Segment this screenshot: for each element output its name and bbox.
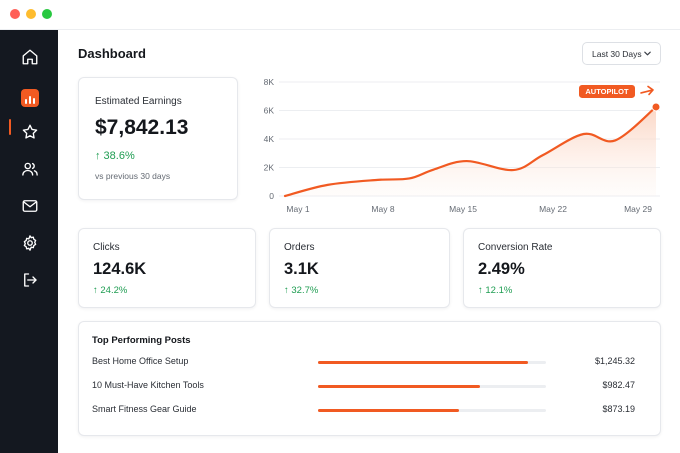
sidebar-item-earnings[interactable] — [19, 87, 41, 109]
sidebar-item-audience[interactable] — [19, 158, 41, 180]
post-row[interactable]: 10 Must-Have Kitchen Tools $982.47 — [92, 380, 652, 394]
chart-series-line — [283, 105, 658, 198]
x-tick-label: May 15 — [449, 204, 477, 214]
post-earnings: $982.47 — [602, 380, 635, 390]
star-icon — [22, 124, 38, 139]
earnings-comparison: vs previous 30 days — [95, 171, 171, 181]
post-bar-track — [318, 385, 546, 388]
x-tick-label: May 8 — [371, 204, 394, 214]
earnings-label: Estimated Earnings — [95, 96, 182, 107]
sidebar — [0, 30, 58, 453]
estimated-earnings-card: Estimated Earnings $7,842.13 ↑ 38.6% vs … — [78, 77, 238, 200]
post-name[interactable]: Best Home Office Setup — [92, 356, 189, 366]
gear-icon — [23, 235, 37, 251]
y-tick-label: 4K — [264, 134, 275, 144]
minimize-window-button[interactable] — [26, 9, 36, 19]
page-title: Dashboard — [78, 46, 146, 61]
y-tick-label: 2K — [264, 163, 275, 173]
top-posts-title: Top Performing Posts — [92, 335, 191, 346]
sidebar-item-messages[interactable] — [19, 195, 41, 217]
trend-arrow-icon — [640, 85, 654, 96]
dashboard-main: Dashboard Last 30 Days Estimated Earning… — [58, 30, 680, 453]
post-bar-track — [318, 361, 546, 364]
post-row[interactable]: Smart Fitness Gear Guide $873.19 — [92, 404, 652, 418]
chevron-down-icon — [644, 51, 651, 56]
post-bar-fill — [318, 409, 460, 412]
earnings-value: $7,842.13 — [95, 116, 189, 139]
sidebar-active-indicator — [9, 119, 11, 135]
zoom-window-button[interactable] — [42, 9, 52, 19]
orders-card: Orders 3.1K ↑ 32.7% — [269, 228, 450, 308]
mail-icon — [22, 200, 38, 212]
x-tick-label: May 29 — [624, 204, 652, 214]
date-range-select[interactable]: Last 30 Days — [582, 42, 661, 65]
sidebar-item-settings[interactable] — [19, 232, 41, 254]
top-posts-card: Top Performing Posts Best Home Office Se… — [78, 321, 661, 436]
post-name[interactable]: 10 Must-Have Kitchen Tools — [92, 380, 204, 390]
post-bar-track — [318, 409, 546, 412]
y-tick-label: 6K — [264, 106, 275, 116]
clicks-change: ↑ 24.2% — [93, 285, 128, 296]
users-icon — [22, 162, 38, 176]
logout-icon — [24, 273, 37, 287]
chart-end-point[interactable] — [651, 102, 661, 112]
close-window-button[interactable] — [10, 9, 20, 19]
conversion-rate-label: Conversion Rate — [478, 242, 553, 253]
chart-icon — [21, 89, 39, 107]
earnings-chart: 0 2K 4K 6K 8K May 1 May 8 May 15 May 22 May 29 A… — [264, 77, 661, 214]
post-earnings: $1,245.32 — [594, 356, 635, 366]
post-name[interactable]: Smart Fitness Gear Guide — [92, 404, 197, 414]
home-icon — [22, 49, 38, 65]
post-bar-fill — [318, 361, 528, 364]
post-earnings: $873.19 — [602, 404, 635, 414]
conversion-rate-change: ↑ 12.1% — [478, 285, 513, 296]
post-bar-fill — [318, 385, 480, 388]
earnings-change: ↑ 38.6% — [95, 150, 135, 162]
chart-area-fill — [285, 106, 656, 196]
sidebar-item-home[interactable] — [19, 46, 41, 68]
conversion-rate-card: Conversion Rate 2.49% ↑ 12.1% — [463, 228, 661, 308]
x-tick-label: May 1 — [286, 204, 309, 214]
date-range-label: Last 30 Days — [592, 48, 642, 59]
orders-change: ↑ 32.7% — [284, 285, 319, 296]
window-titlebar — [0, 0, 680, 30]
orders-label: Orders — [284, 242, 315, 253]
post-row[interactable]: Best Home Office Setup $1,245.32 — [92, 356, 652, 370]
clicks-value: 124.6K — [93, 260, 147, 278]
y-tick-label: 8K — [264, 77, 275, 87]
sidebar-item-favorites[interactable] — [19, 121, 41, 143]
orders-value: 3.1K — [284, 260, 319, 278]
sidebar-item-logout[interactable] — [19, 269, 41, 291]
autopilot-badge-label: AUTOPILOT — [585, 87, 629, 96]
conversion-rate-value: 2.49% — [478, 260, 525, 278]
clicks-card: Clicks 124.6K ↑ 24.2% — [78, 228, 256, 308]
autopilot-badge[interactable]: AUTOPILOT — [579, 84, 635, 98]
x-tick-label: May 22 — [539, 204, 567, 214]
clicks-label: Clicks — [93, 242, 120, 253]
y-tick-label: 0 — [269, 191, 274, 201]
